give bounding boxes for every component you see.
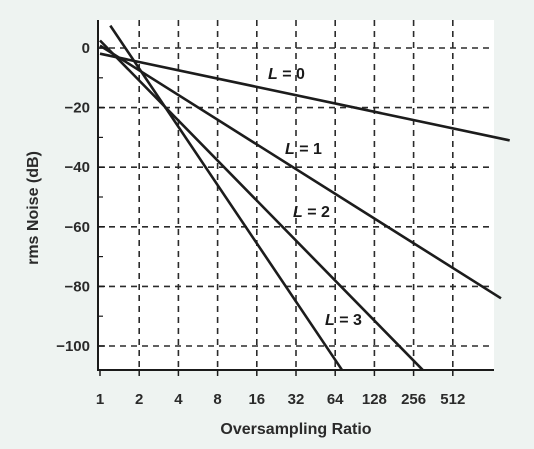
- x-tick-label: 1: [96, 391, 104, 408]
- y-tick-label: −100: [56, 338, 90, 355]
- series-label-0: L = 0: [268, 66, 305, 83]
- series-lines: [99, 24, 510, 371]
- x-tick-label: 512: [440, 391, 465, 408]
- x-tick-label: 16: [248, 391, 265, 408]
- y-tick-label: −80: [65, 278, 90, 295]
- series-label-1: L = 1: [285, 141, 322, 158]
- y-tick-label: −40: [65, 159, 90, 176]
- series-line-2: [99, 39, 424, 371]
- y-tick-label: −20: [65, 100, 90, 117]
- x-tick-label: 4: [174, 391, 183, 408]
- series-line-0: [99, 52, 510, 142]
- series-label-3: L = 3: [325, 312, 362, 329]
- y-tick-label: 0: [82, 40, 90, 57]
- x-tick-label: 2: [135, 391, 143, 408]
- series-labels: L = 0 L = 1 L = 2 L = 3: [268, 66, 362, 329]
- y-axis-title: rms Noise (dB): [25, 151, 42, 265]
- series-label-2: L = 2: [293, 204, 330, 221]
- x-axis-title: Oversampling Ratio: [220, 421, 371, 438]
- series-line-1: [99, 44, 502, 300]
- series-line-3: [109, 24, 343, 371]
- x-tick-label: 256: [401, 391, 426, 408]
- x-tick-label: 32: [288, 391, 305, 408]
- x-tick-label: 8: [213, 391, 221, 408]
- axis-ticks: 1 2 4 8 16 32 64 128 256 512 0 −20 −40 −60 −80 −100: [56, 40, 465, 408]
- x-tick-label: 128: [362, 391, 387, 408]
- y-tick-label: −60: [65, 219, 90, 236]
- x-tick-label: 64: [327, 391, 344, 408]
